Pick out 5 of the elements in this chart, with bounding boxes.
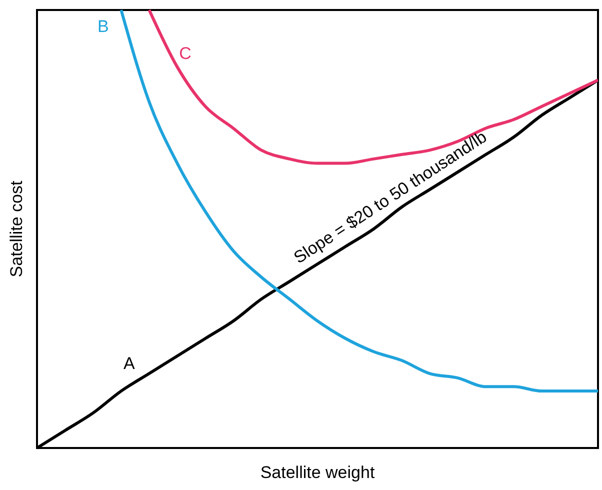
series-label: B — [97, 17, 109, 36]
series-label: C — [179, 44, 192, 63]
x-axis-title: Satellite weight — [260, 463, 375, 482]
series-label: A — [123, 354, 136, 374]
y-axis-title: Satellite cost — [7, 180, 26, 278]
